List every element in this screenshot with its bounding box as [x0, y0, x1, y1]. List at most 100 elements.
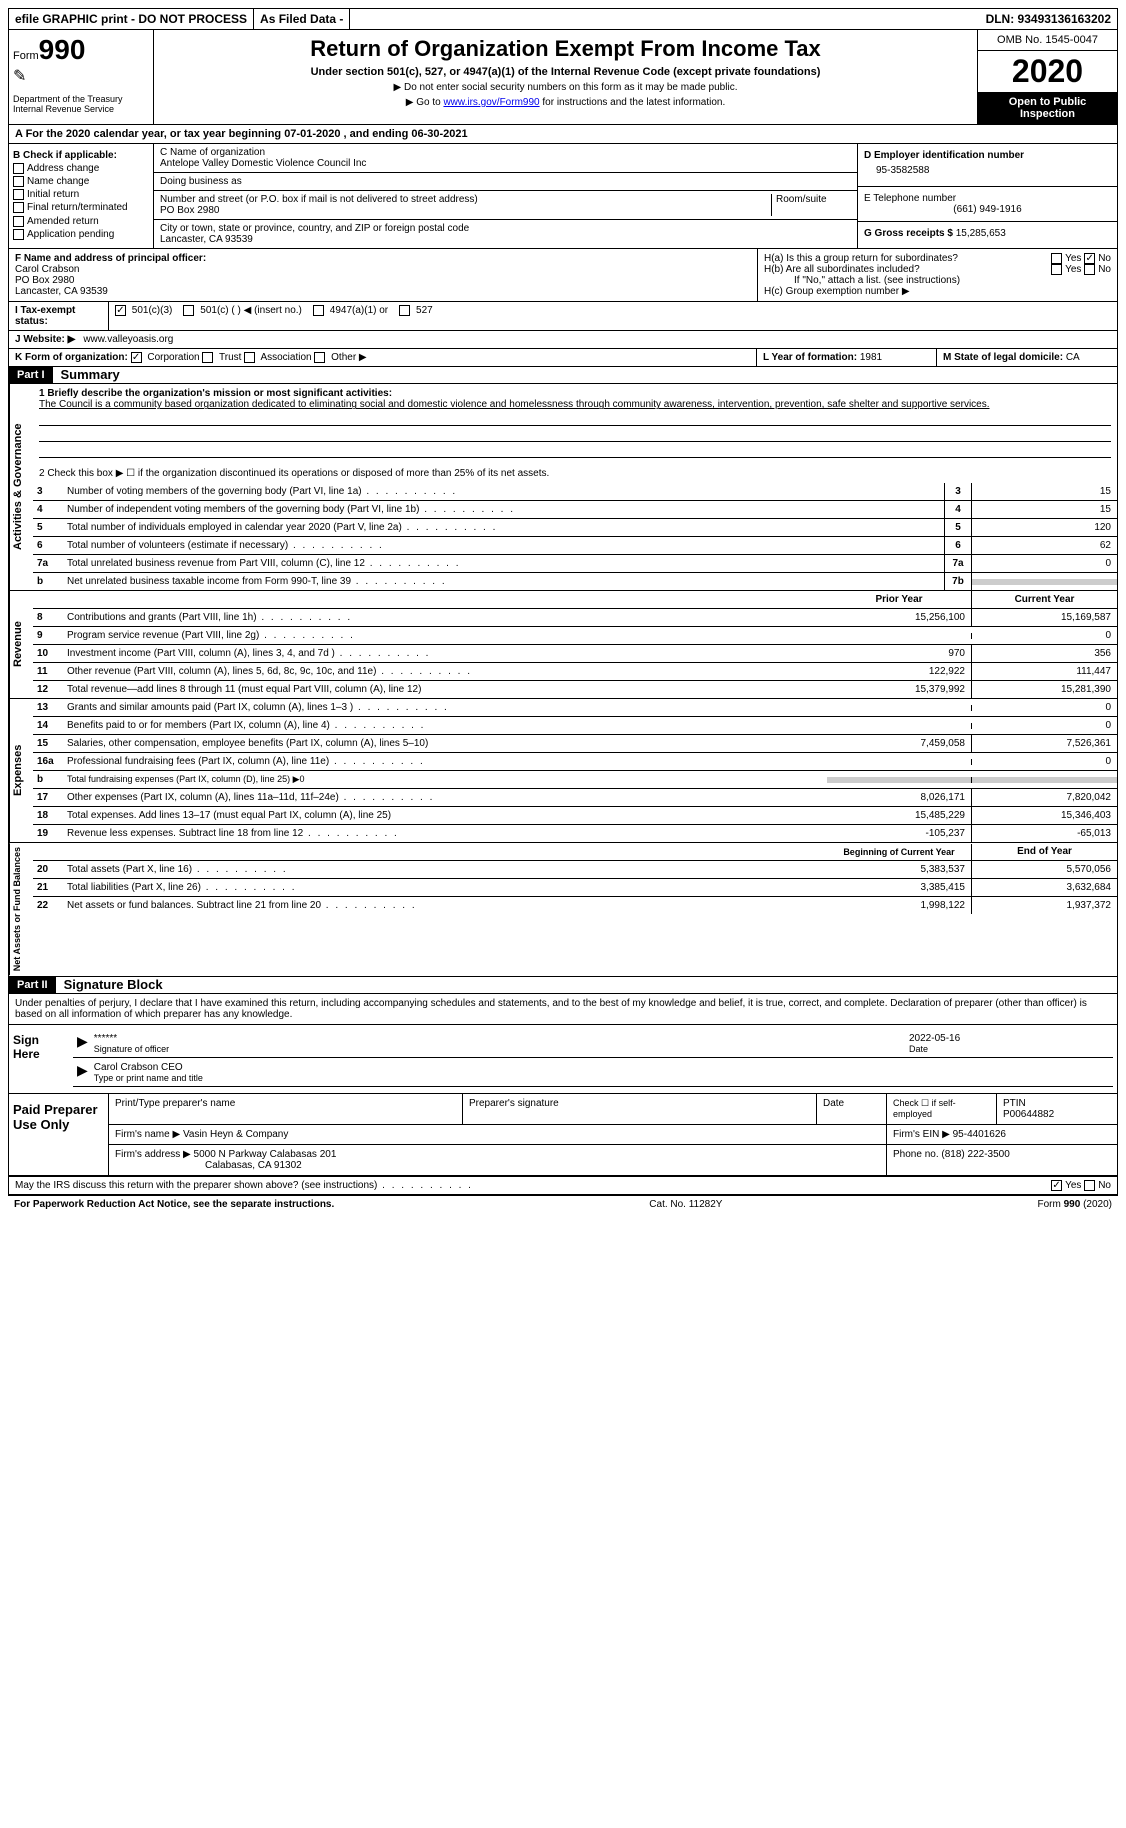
- tax-exempt-row: I Tax-exempt status: 501(c)(3) 501(c) ( …: [8, 302, 1118, 331]
- cb-pending[interactable]: Application pending: [13, 229, 149, 240]
- exp-label: Expenses: [9, 699, 33, 842]
- addr-label: Number and street (or P.O. box if mail i…: [160, 194, 771, 205]
- ein-value: 95-3582588: [864, 161, 1111, 180]
- cb-501c3[interactable]: [115, 305, 126, 316]
- org-name: Antelope Valley Domestic Violence Counci…: [160, 158, 851, 169]
- officer-addr2: Lancaster, CA 93539: [15, 286, 751, 297]
- efile-notice: efile GRAPHIC print - DO NOT PROCESS: [9, 9, 254, 29]
- arrow-icon: ▶: [77, 1062, 88, 1084]
- discuss-q: May the IRS discuss this return with the…: [15, 1180, 1051, 1191]
- paperwork-notice: For Paperwork Reduction Act Notice, see …: [14, 1199, 334, 1210]
- hc-label: H(c) Group exemption number ▶: [764, 286, 1111, 297]
- discuss-yes[interactable]: [1051, 1180, 1062, 1191]
- city-label: City or town, state or province, country…: [160, 223, 851, 234]
- summary-table: Activities & Governance 1 Briefly descri…: [8, 384, 1118, 976]
- title-cell: Return of Organization Exempt From Incom…: [154, 30, 977, 124]
- cb-corp[interactable]: [131, 352, 142, 363]
- year-formation: 1981: [860, 352, 882, 363]
- asfiled-label: As Filed Data -: [254, 9, 350, 29]
- box-h: H(a) Is this a group return for subordin…: [757, 249, 1117, 301]
- addr-value: PO Box 2980: [160, 205, 771, 216]
- main-title: Return of Organization Exempt From Incom…: [160, 36, 971, 62]
- room-label: Room/suite: [776, 194, 851, 205]
- l5-val: 120: [972, 519, 1117, 536]
- form-number: 990: [39, 34, 86, 65]
- cb-527[interactable]: [399, 305, 410, 316]
- phone-value: (661) 949-1916: [864, 204, 1111, 215]
- website-row: J Website: ▶ www.valleyoasis.org: [8, 331, 1118, 349]
- tax-year: 2020: [978, 51, 1117, 92]
- main-info: B Check if applicable: Address change Na…: [8, 144, 1118, 249]
- net-label: Net Assets or Fund Balances: [9, 843, 33, 975]
- open-public: Open to Public Inspection: [978, 92, 1117, 124]
- org-name-label: C Name of organization: [160, 147, 851, 158]
- subtitle: Under section 501(c), 527, or 4947(a)(1)…: [160, 66, 971, 78]
- rev-label: Revenue: [9, 591, 33, 698]
- irs-link[interactable]: www.irs.gov/Form990: [443, 97, 539, 108]
- perjury-decl: Under penalties of perjury, I declare th…: [9, 994, 1117, 1025]
- paid-prep-label: Paid Preparer Use Only: [9, 1094, 109, 1175]
- right-col: D Employer identification number 95-3582…: [857, 144, 1117, 248]
- preparer-table: Paid Preparer Use Only Print/Type prepar…: [9, 1093, 1117, 1176]
- dln: DLN: 93493136163202: [980, 9, 1117, 29]
- hb-note: If "No," attach a list. (see instruction…: [764, 275, 1111, 286]
- cb-assoc[interactable]: [244, 352, 255, 363]
- hb-no[interactable]: [1084, 264, 1095, 275]
- ha-label: H(a) Is this a group return for subordin…: [764, 253, 958, 264]
- cb-amended[interactable]: Amended return: [13, 216, 149, 227]
- officer-group-row: F Name and address of principal officer:…: [8, 249, 1118, 302]
- cb-other[interactable]: [314, 352, 325, 363]
- state-domicile: CA: [1066, 352, 1080, 363]
- te-label: I Tax-exempt status:: [9, 302, 109, 330]
- cb-address[interactable]: Address change: [13, 163, 149, 174]
- hb-label: H(b) Are all subordinates included?: [764, 264, 920, 275]
- current-hdr: Current Year: [972, 591, 1117, 608]
- signature-block: Under penalties of perjury, I declare th…: [8, 994, 1118, 1195]
- part1-title: Summary: [53, 367, 120, 383]
- gross-value: 15,285,653: [956, 228, 1006, 239]
- cb-501c[interactable]: [183, 305, 194, 316]
- ssn-note: ▶ Do not enter social security numbers o…: [160, 82, 971, 93]
- line2: 2 Check this box ▶ ☐ if the organization…: [33, 464, 1117, 483]
- form-org-row: K Form of organization: Corporation Trus…: [8, 349, 1118, 367]
- prior-hdr: Prior Year: [827, 591, 972, 608]
- hb-yes[interactable]: [1051, 264, 1062, 275]
- box-b-title: B Check if applicable:: [13, 150, 149, 161]
- dept-treasury: Department of the Treasury Internal Reve…: [13, 94, 149, 114]
- cb-final[interactable]: Final return/terminated: [13, 202, 149, 213]
- form-label: Form: [13, 50, 39, 62]
- part1-badge: Part I: [9, 367, 53, 383]
- gov-label: Activities & Governance: [9, 384, 33, 590]
- phone-label: E Telephone number: [864, 193, 1111, 204]
- goto-note: ▶ Go to www.irs.gov/Form990 for instruct…: [160, 97, 971, 108]
- ha-no[interactable]: [1084, 253, 1095, 264]
- officer-label: F Name and address of principal officer:: [15, 253, 751, 264]
- form-header: Form990 ✎ Department of the Treasury Int…: [8, 30, 1118, 125]
- officer-addr1: PO Box 2980: [15, 275, 751, 286]
- page-footer: For Paperwork Reduction Act Notice, see …: [8, 1195, 1118, 1213]
- ein-label: D Employer identification number: [864, 150, 1111, 161]
- top-bar: efile GRAPHIC print - DO NOT PROCESS As …: [8, 8, 1118, 30]
- form-number-cell: Form990 ✎ Department of the Treasury Int…: [9, 30, 154, 124]
- discuss-no[interactable]: [1084, 1180, 1095, 1191]
- l7a-val: 0: [972, 555, 1117, 572]
- part2-badge: Part II: [9, 977, 56, 993]
- box-b: B Check if applicable: Address change Na…: [9, 144, 154, 248]
- cb-4947[interactable]: [313, 305, 324, 316]
- dba-label: Doing business as: [160, 176, 851, 187]
- omb-cell: OMB No. 1545-0047 2020 Open to Public In…: [977, 30, 1117, 124]
- form-ref: Form 990 (2020): [1038, 1199, 1112, 1210]
- city-value: Lancaster, CA 93539: [160, 234, 851, 245]
- arrow-icon: ▶: [77, 1033, 88, 1055]
- formorg-label: K Form of organization:: [15, 352, 128, 363]
- l6-val: 62: [972, 537, 1117, 554]
- cb-initial[interactable]: Initial return: [13, 189, 149, 200]
- gross-label: G Gross receipts $: [864, 228, 953, 239]
- ha-yes[interactable]: [1051, 253, 1062, 264]
- officer-name: Carol Crabson: [15, 264, 751, 275]
- cb-trust[interactable]: [202, 352, 213, 363]
- cb-name[interactable]: Name change: [13, 176, 149, 187]
- website-value: www.valleyoasis.org: [83, 334, 173, 345]
- box-c: C Name of organization Antelope Valley D…: [154, 144, 857, 248]
- l3-val: 15: [972, 483, 1117, 500]
